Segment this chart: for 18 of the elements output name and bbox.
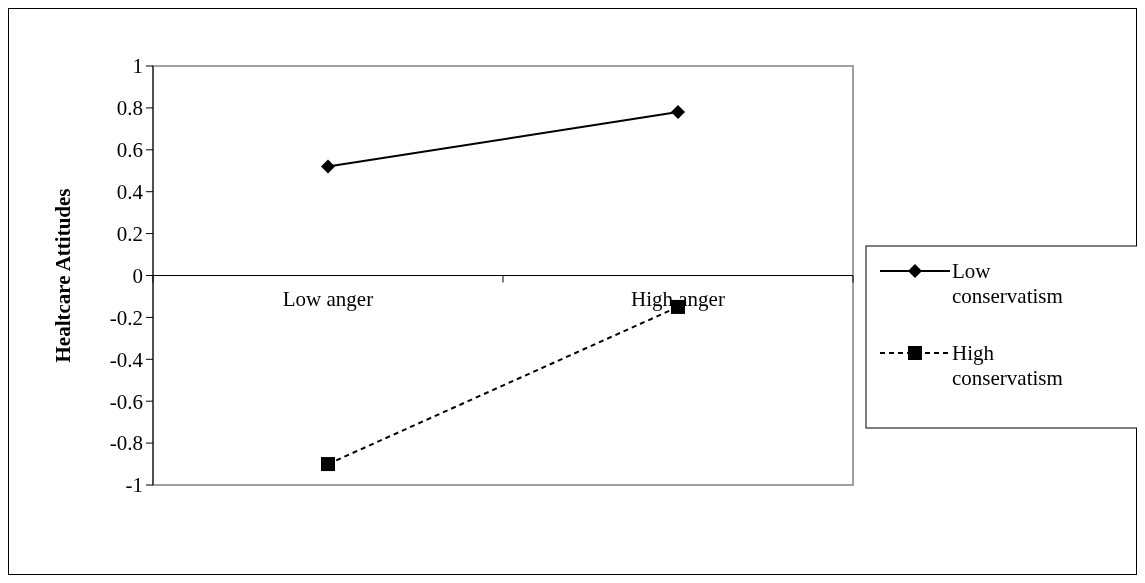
point [321, 457, 335, 472]
y-tick-label: 0.4 [116, 180, 144, 205]
point [671, 105, 685, 120]
y-tick-label: 0.8 [116, 96, 143, 121]
point [321, 159, 335, 174]
y-tick-label: -1 [125, 473, 143, 498]
y-tick-label: -0.4 [109, 347, 144, 372]
y-tick-label: 0.2 [116, 221, 143, 246]
y-tick-label: -0.8 [109, 431, 143, 456]
legend-label: Low conservatism [952, 259, 1063, 308]
y-tick-label: -0.6 [109, 389, 143, 414]
legend-label: High conservatism [952, 341, 1063, 390]
y-axis-title: Healtcare Attitudes [51, 188, 75, 363]
x-tick-label: Low anger [282, 286, 374, 311]
y-tick-label: 1 [132, 54, 143, 79]
y-tick-label: 0.6 [116, 138, 143, 163]
y-tick-label: -0.2 [109, 305, 143, 330]
y-tick-label: 0 [132, 263, 143, 288]
